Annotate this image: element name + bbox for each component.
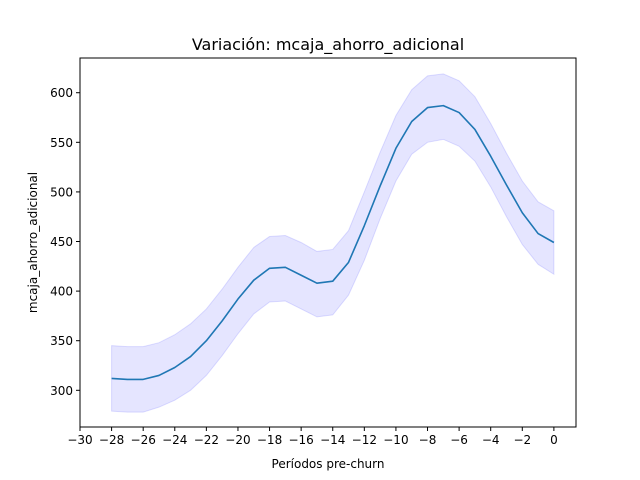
x-tick-label: −16 bbox=[288, 433, 313, 447]
y-tick-label: 300 bbox=[50, 384, 73, 398]
chart-title: Variación: mcaja_ahorro_adicional bbox=[192, 35, 464, 55]
x-tick-label: −4 bbox=[482, 433, 500, 447]
x-tick-label: −8 bbox=[419, 433, 437, 447]
y-tick-label: 600 bbox=[50, 86, 73, 100]
y-tick-label: 450 bbox=[50, 235, 73, 249]
y-tick-label: 350 bbox=[50, 334, 73, 348]
y-tick-label: 500 bbox=[50, 185, 73, 199]
x-axis-ticks: −30 −28 −26 −24 −22 −20 −18 −16 −14 −12 −10 −8 −6 −4−… bbox=[67, 427, 558, 447]
x-tick-label: −14 bbox=[320, 433, 345, 447]
x-tick-label: −12 bbox=[352, 433, 377, 447]
x-axis-label: Períodos pre-churn bbox=[272, 457, 385, 471]
x-tick-label: −6 bbox=[450, 433, 468, 447]
x-tick-label: −18 bbox=[257, 433, 282, 447]
x-tick-label: −20 bbox=[225, 433, 250, 447]
x-tick-label: −22 bbox=[194, 433, 219, 447]
x-tick-label: −10 bbox=[383, 433, 408, 447]
x-tick-label: −28 bbox=[99, 433, 124, 447]
plot-frame bbox=[79, 57, 577, 428]
plot-area bbox=[111, 73, 555, 413]
x-tick-label: −24 bbox=[162, 433, 187, 447]
confidence-band bbox=[111, 73, 555, 413]
series-line bbox=[111, 104, 555, 381]
x-tick-label: 0 bbox=[550, 433, 558, 447]
x-tick-label: −30 bbox=[67, 433, 92, 447]
y-axis-label: mcaja_ahorro_adicional bbox=[26, 172, 40, 313]
y-tick-label: 550 bbox=[50, 136, 73, 150]
y-axis-ticks: 300 350 400 450 500 550 600 bbox=[50, 86, 80, 398]
y-tick-label: 400 bbox=[50, 285, 73, 299]
x-tick-label: −26 bbox=[131, 433, 156, 447]
x-tick-label: −2 bbox=[513, 433, 531, 447]
